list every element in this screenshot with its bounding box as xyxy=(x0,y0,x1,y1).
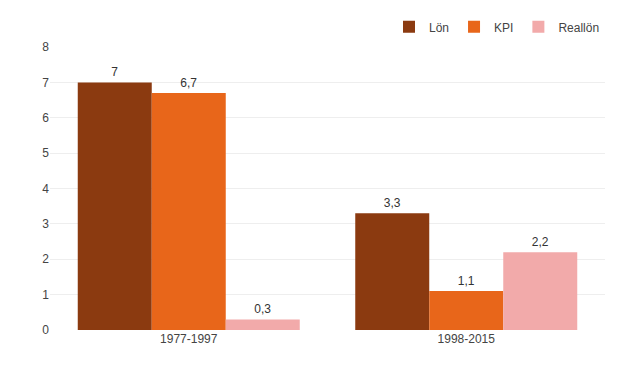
svg-text:7: 7 xyxy=(111,65,118,79)
svg-text:2,2: 2,2 xyxy=(532,235,549,249)
svg-text:3: 3 xyxy=(42,217,49,231)
svg-text:4: 4 xyxy=(42,182,49,196)
svg-text:1,1: 1,1 xyxy=(458,274,475,288)
svg-text:Reallön: Reallön xyxy=(558,21,599,35)
svg-text:1: 1 xyxy=(42,288,49,302)
svg-text:6: 6 xyxy=(42,111,49,125)
svg-text:2: 2 xyxy=(42,252,49,266)
svg-text:5: 5 xyxy=(42,146,49,160)
svg-text:0,3: 0,3 xyxy=(254,302,271,316)
svg-text:3,3: 3,3 xyxy=(384,196,401,210)
svg-text:6,7: 6,7 xyxy=(180,76,197,90)
svg-text:0: 0 xyxy=(42,323,49,337)
svg-text:1977-1997: 1977-1997 xyxy=(160,332,218,346)
svg-text:7: 7 xyxy=(42,76,49,90)
svg-text:Lön: Lön xyxy=(429,21,449,35)
svg-text:1998-2015: 1998-2015 xyxy=(438,332,496,346)
svg-text:KPI: KPI xyxy=(494,21,513,35)
svg-text:8: 8 xyxy=(42,40,49,54)
